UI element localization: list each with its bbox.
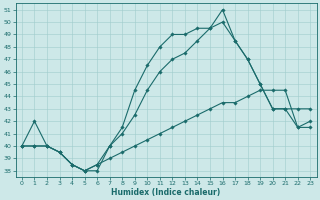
X-axis label: Humidex (Indice chaleur): Humidex (Indice chaleur) xyxy=(111,188,221,197)
